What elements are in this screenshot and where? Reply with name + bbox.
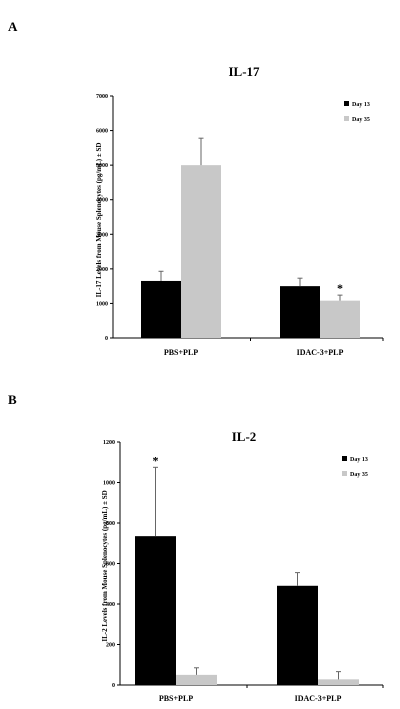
bar — [280, 286, 320, 338]
y-tick-label: 600 — [106, 562, 115, 568]
x-tick-label: IDAC-3+PLP — [297, 348, 344, 357]
panel-letter: B — [8, 392, 17, 407]
legend-label: Day 13 — [352, 102, 370, 108]
y-tick-label: 1200 — [103, 440, 115, 446]
panel-a-chart: A IL-17 IL-17 Levels from Mouse Splenocy… — [8, 19, 384, 357]
significance-marker: * — [337, 281, 343, 295]
legend-swatch — [344, 101, 349, 106]
panel-b-chart: B IL-2 IL-2 Levels from Mouse Splenocyte… — [8, 392, 384, 703]
y-tick-label: 4000 — [96, 198, 108, 204]
y-tick-label: 0 — [112, 683, 115, 689]
y-tick-label: 400 — [106, 602, 115, 608]
legend-label: Day 35 — [352, 117, 370, 123]
x-tick-label: PBS+PLP — [164, 348, 198, 357]
bar — [141, 280, 181, 338]
y-tick-label: 3000 — [96, 232, 108, 238]
x-tick-label: IDAC-3+PLP — [295, 694, 342, 703]
chart-title: IL-17 — [228, 64, 260, 79]
legend-swatch — [344, 116, 349, 121]
bar — [176, 674, 217, 685]
y-tick-label: 200 — [106, 643, 115, 649]
bar — [320, 300, 360, 338]
y-axis-label: IL-2 Levels from Mouse Splenocytes (pg/m… — [101, 490, 109, 641]
x-tick-label: PBS+PLP — [159, 694, 193, 703]
y-tick-label: 6000 — [96, 129, 108, 135]
legend-label: Day 13 — [350, 457, 368, 463]
y-tick-label: 1000 — [96, 301, 108, 307]
legend-swatch — [342, 471, 347, 476]
plot-area: 0 1000 2000 3000 4000 5000 6000 7000 PBS+PLP IDAC… — [96, 94, 384, 357]
plot-area: 0 200 400 600 800 1000 1200 PBS+PLP IDAC-3+PLP * D… — [103, 440, 384, 703]
legend-label: Day 35 — [350, 472, 368, 478]
y-tick-label: 1000 — [103, 481, 115, 487]
bar — [277, 585, 318, 685]
y-tick-label: 5000 — [96, 163, 108, 169]
bar — [318, 679, 359, 685]
chart-title: IL-2 — [232, 429, 257, 444]
panel-letter: A — [8, 19, 18, 34]
y-tick-label: 2000 — [96, 267, 108, 273]
y-tick-label: 800 — [106, 521, 115, 527]
legend-swatch — [342, 456, 347, 461]
y-tick-label: 7000 — [96, 94, 108, 100]
y-tick-label: 0 — [105, 336, 108, 342]
bar — [135, 536, 176, 685]
y-axis-label: IL-17 Levels from Mouse Splenocytes (pg/… — [95, 143, 103, 298]
bar — [181, 165, 221, 338]
significance-marker: * — [153, 453, 159, 467]
